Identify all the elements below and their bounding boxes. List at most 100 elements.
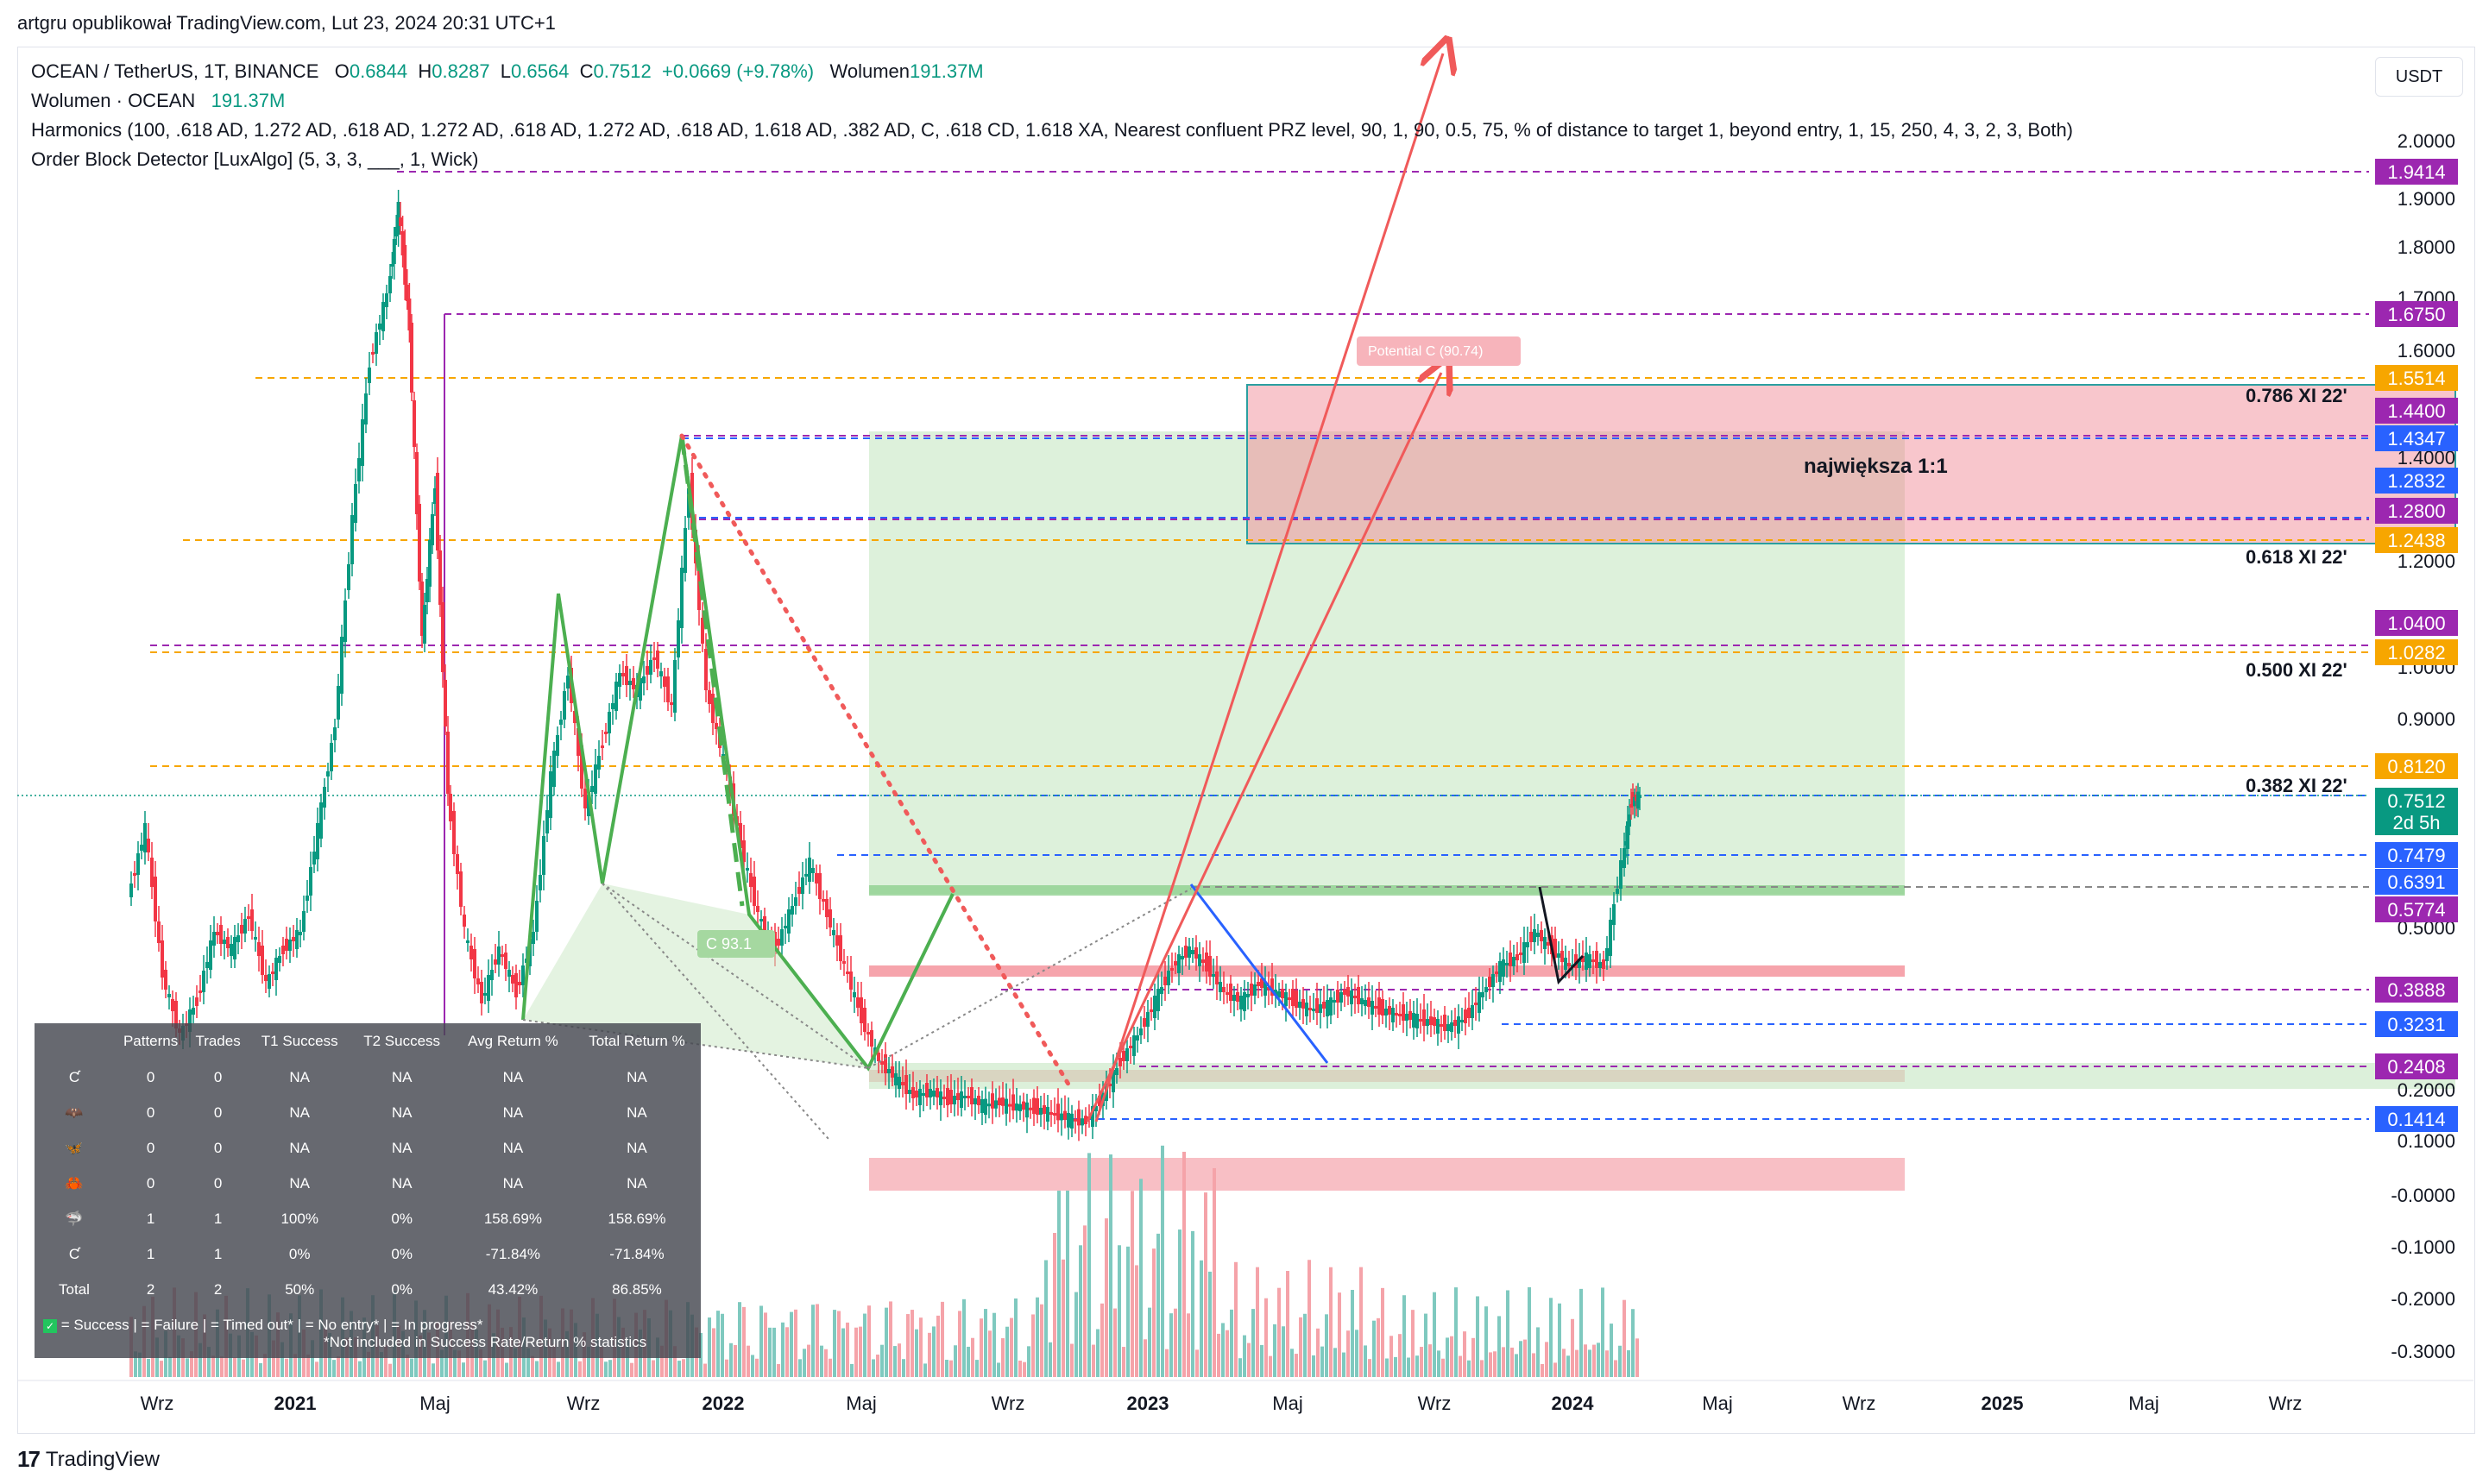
candle-body (1011, 1094, 1015, 1111)
col-t2: T2 Success (363, 1033, 441, 1049)
candle-body (621, 673, 625, 676)
volume-bar (1368, 1359, 1371, 1377)
candle-body (195, 997, 198, 1006)
candle-body (243, 919, 247, 934)
volume-bar (1605, 1350, 1609, 1377)
candle-body (1478, 992, 1481, 1013)
volume-bar (841, 1328, 845, 1377)
candle-body (656, 651, 659, 669)
symbol-title[interactable]: OCEAN / TetherUS, 1T, BINANCE (31, 60, 319, 82)
volume-bar (1532, 1353, 1535, 1377)
candle-body (556, 735, 559, 756)
volume-bar (186, 1358, 189, 1377)
volume-bar (837, 1311, 841, 1377)
price-label: 0.7512 (2387, 790, 2445, 812)
volume-bar (207, 1347, 211, 1377)
candle-body (285, 939, 288, 951)
stats-cell: 86.85% (612, 1280, 662, 1298)
candle-body (330, 743, 333, 771)
volume-bar (962, 1298, 966, 1377)
candle-body (1460, 1020, 1464, 1022)
price-label: 2d 5h (2392, 812, 2440, 833)
volume-bar (388, 1363, 392, 1377)
volume-bar (1631, 1309, 1635, 1377)
harmonics-indicator-label[interactable]: Harmonics (100, .618 AD, 1.272 AD, .618 … (31, 119, 2074, 141)
volume-bar (462, 1362, 465, 1377)
volume-bar (833, 1310, 836, 1377)
volume-bar (1040, 1304, 1043, 1377)
candle-body (446, 732, 450, 794)
candle-body (420, 582, 424, 636)
volume-bar (358, 1361, 362, 1377)
volume-bar (1074, 1292, 1078, 1377)
volume-indicator-label[interactable]: Wolumen · OCEAN (31, 90, 196, 111)
candle-body (174, 1001, 178, 1028)
price-label: 0.5774 (2387, 899, 2445, 921)
candle-body (829, 909, 832, 928)
volume-bar (1502, 1347, 1505, 1377)
volume-bar (729, 1343, 733, 1377)
candle-body (1070, 1113, 1074, 1129)
candle-body (1377, 997, 1381, 1015)
order-block-indicator-label[interactable]: Order Block Detector [LuxAlgo] (5, 3, 3,… (31, 148, 479, 170)
candle-body (399, 217, 402, 226)
volume-bar (1053, 1232, 1056, 1377)
candle-body (604, 732, 608, 734)
volume-bar (1187, 1313, 1190, 1377)
candle-body (1267, 987, 1270, 990)
candle-body (563, 691, 566, 720)
volume-bar (1579, 1288, 1583, 1377)
price-label: 0.1414 (2387, 1109, 2445, 1130)
candle-body (822, 899, 825, 902)
currency-button[interactable]: USDT (2375, 57, 2463, 97)
candle-body (1364, 1000, 1367, 1006)
volume-bar (1394, 1356, 1397, 1377)
volume-bar (1303, 1313, 1307, 1377)
candle-body (1398, 1014, 1402, 1016)
volume-bar (1463, 1331, 1466, 1377)
volume-bar (138, 1352, 142, 1377)
stats-cell: NA (391, 1139, 413, 1156)
volume-bar (1217, 1333, 1220, 1377)
candle-body (192, 1008, 195, 1015)
volume-bar (906, 1314, 910, 1377)
candle-body (708, 690, 711, 704)
volume-bar (134, 1351, 137, 1377)
stats-cell: 0 (146, 1104, 155, 1121)
candle-body (811, 868, 815, 873)
volume-bar (1510, 1347, 1514, 1377)
volume-bar (1566, 1355, 1570, 1377)
volume-bar (1191, 1230, 1194, 1377)
volume-bar (1277, 1287, 1281, 1377)
candle-body (438, 550, 442, 605)
candle-body (701, 618, 704, 644)
volume-bar (777, 1363, 780, 1377)
candle-body (357, 458, 361, 481)
candle-body (1246, 994, 1250, 997)
candle-body (1005, 1098, 1008, 1114)
volume-bar (1238, 1358, 1242, 1377)
fib-label-0618: 0.618 XI 22' (2246, 546, 2347, 568)
tradingview-brand[interactable]: 17 TradingView (17, 1446, 160, 1472)
volume-bar (384, 1345, 388, 1377)
x-axis[interactable]: Wrz 2021 Maj Wrz 2022 Maj Wrz 2023 Maj Wrz 2024 Maj… (141, 1393, 2303, 1414)
volume-bar (1010, 1317, 1013, 1377)
candle-body (381, 302, 385, 331)
stats-cell: NA (627, 1139, 647, 1156)
shark-pattern-icon: 🦈 (65, 1210, 84, 1227)
volume-bar (332, 1360, 336, 1377)
candle-body (1602, 959, 1605, 969)
candle-body (791, 906, 794, 915)
volume-bar (578, 1361, 582, 1377)
candle-body (1215, 972, 1219, 984)
candle-body (1284, 992, 1288, 1006)
candle-body (583, 789, 587, 808)
candle-body (1194, 947, 1198, 959)
candle-body (1429, 1016, 1433, 1025)
candle-body (268, 974, 271, 989)
y-tick-label: -0.3000 (2391, 1341, 2455, 1362)
volume-bar (764, 1312, 767, 1377)
candle-body (815, 873, 818, 883)
candle-body (832, 930, 835, 935)
